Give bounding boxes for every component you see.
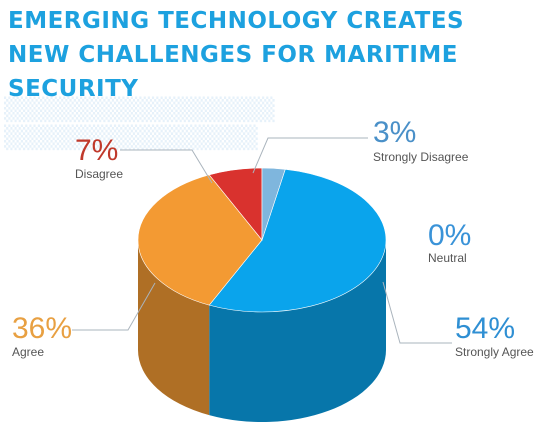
value-label-strongly-agree: 54%: [455, 312, 515, 345]
category-label-agree: Agree: [12, 345, 44, 359]
ghost-watermark-2: ▒▒▒▒▒▒▒▒▒▒▒▒▒▒▒: [4, 126, 258, 151]
pie-top: [137, 167, 387, 313]
value-label-neutral: 0%: [428, 219, 471, 252]
category-label-disagree: Disagree: [75, 167, 123, 181]
value-label-agree: 36%: [12, 312, 72, 345]
title-line-2: NEW CHALLENGES FOR MARITIME SECURITY: [8, 42, 458, 102]
pie-side-strongly-agree: [209, 240, 386, 422]
leader-line-disagree: [120, 149, 213, 184]
pie-side-walls: [138, 240, 386, 422]
pie-slice-strongly-disagree: [261, 167, 286, 241]
category-label-strongly-disagree: Strongly Disagree: [373, 150, 469, 164]
pie-slice-agree: [137, 174, 263, 306]
category-label-strongly-agree: Strongly Agree: [455, 345, 534, 359]
value-label-disagree: 7%: [75, 134, 118, 167]
pie-slice-strongly-agree: [208, 168, 387, 313]
leader-line-strongly-disagree: [252, 137, 368, 174]
leader-line-agree: [72, 282, 156, 331]
title-line-1: EMERGING TECHNOLOGY CREATES: [8, 8, 465, 34]
pie-labels: 54%Strongly Agree 36%Agree 7%Disagree 3%Str…: [12, 116, 534, 359]
pie-side-agree: [138, 240, 210, 416]
category-label-neutral: Neutral: [428, 251, 467, 265]
leader-line-strongly-agree: [382, 281, 452, 344]
ghost-watermark-1: ▒▒▒▒▒▒▒▒▒▒▒▒▒▒▒▒: [4, 98, 275, 123]
chart-title: EMERGING TECHNOLOGY CREATES NEW CHALLENG…: [8, 4, 548, 106]
value-label-strongly-disagree: 3%: [373, 116, 416, 149]
